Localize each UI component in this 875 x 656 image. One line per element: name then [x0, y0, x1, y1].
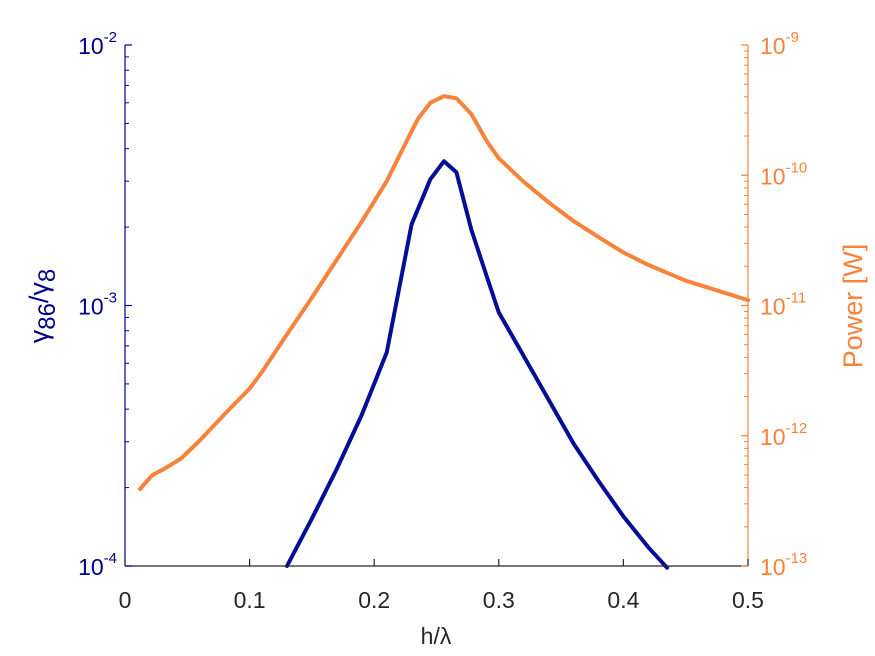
x-axis-label: h/λ — [421, 623, 452, 649]
right-axis-label: Power [W] — [838, 244, 868, 369]
left-axis-label: γ86/γ8 — [24, 269, 61, 344]
right-y-tick-label: 10-13 — [760, 550, 807, 580]
x-tick-label: 0.3 — [483, 587, 515, 613]
right-y-tick-label: 10-12 — [760, 420, 807, 450]
tick-layer: 0 0.1 0.2 0.3 0.4 0.5 10-4 10-3 10-2 10-13 10-12 10… — [78, 29, 807, 613]
x-tick-label: 0.4 — [607, 587, 639, 613]
left-y-tick-label: 10-3 — [78, 290, 117, 320]
x-tick-label: 0.1 — [234, 587, 266, 613]
x-tick-label: 0 — [119, 587, 132, 613]
right-y-tick-label: 10-10 — [760, 159, 807, 189]
series-layer — [138, 94, 750, 570]
series-line-ratio — [285, 159, 669, 570]
x-tick-label: 0.2 — [358, 587, 390, 613]
left-y-tick-label: 10-4 — [78, 550, 117, 580]
series-line-power — [138, 94, 750, 491]
left-y-tick-label: 10-2 — [78, 29, 117, 59]
right-y-tick-label: 10-11 — [760, 290, 806, 320]
plot-area — [125, 45, 748, 566]
right-y-tick-label: 10-9 — [760, 29, 799, 59]
x-tick-label: 0.5 — [732, 587, 764, 613]
